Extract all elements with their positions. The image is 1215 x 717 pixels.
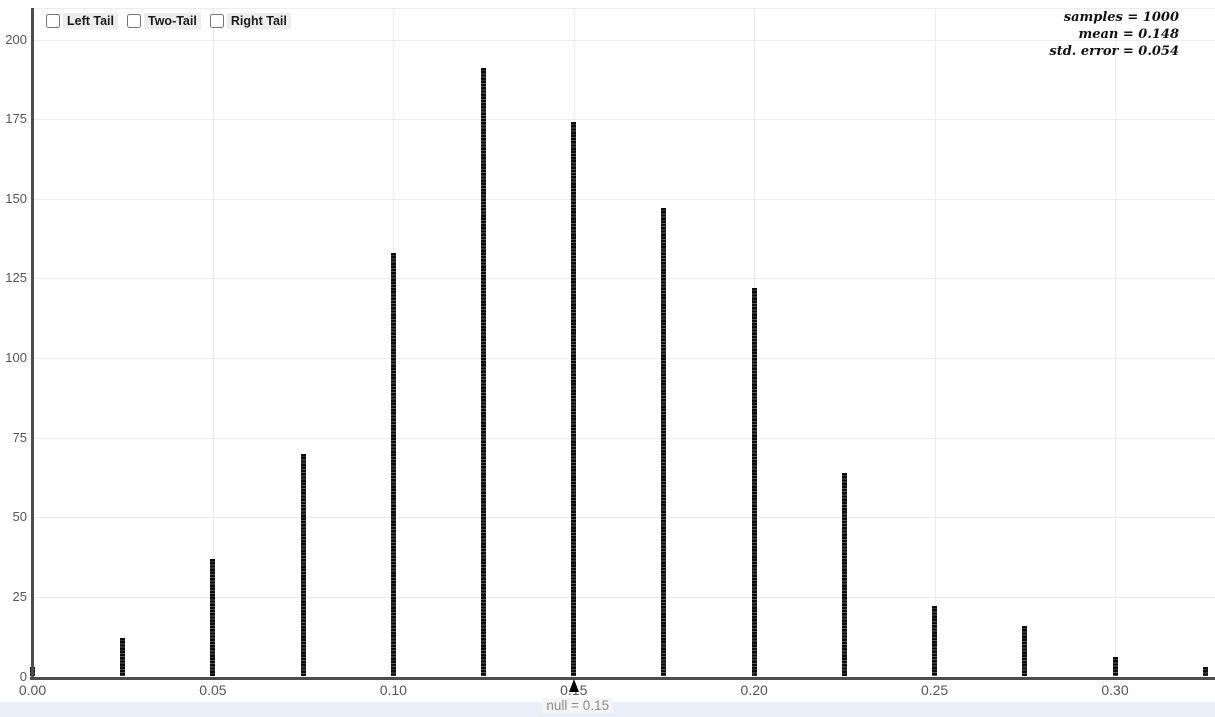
dot-bar-x-0.15 bbox=[571, 122, 577, 677]
dot-bar-x-0.3 bbox=[1112, 657, 1118, 677]
y-axis bbox=[31, 8, 34, 680]
dot-bar-x-0.25 bbox=[932, 606, 938, 677]
dot-bar-x-0.05 bbox=[210, 558, 216, 677]
dot-bar-x-0.1 bbox=[390, 252, 396, 677]
y-tick-label-175: 175 bbox=[5, 111, 27, 127]
tail-controls: Left Tail Two-Tail Right Tail bbox=[46, 13, 291, 29]
dot-bar-x-0.225 bbox=[841, 472, 847, 677]
y-tick-label-125: 125 bbox=[5, 270, 27, 286]
y-tick-label-200: 200 bbox=[5, 31, 27, 47]
y-tick-label-50: 50 bbox=[12, 509, 27, 525]
two-tail-toggle[interactable]: Two-Tail bbox=[127, 13, 201, 29]
gridline-y-25 bbox=[32, 596, 1215, 598]
x-tick-label-0.10: 0.10 bbox=[379, 682, 407, 698]
plot-top-border bbox=[32, 8, 1215, 9]
null-value-label: null = 0.15 bbox=[542, 698, 614, 713]
x-tick-label-0.05: 0.05 bbox=[199, 682, 227, 698]
gridline-y-50 bbox=[32, 517, 1215, 519]
dot-bar-x-0.025 bbox=[120, 638, 126, 677]
gridline-x-0.05 bbox=[212, 8, 214, 677]
gridline-y-100 bbox=[32, 358, 1215, 359]
dot-bar-x-0.275 bbox=[1022, 625, 1028, 677]
y-tick-label-0: 0 bbox=[19, 668, 27, 684]
x-tick-label-0.25: 0.25 bbox=[920, 682, 949, 698]
dot-bar-x-0.125 bbox=[481, 68, 487, 677]
x-tick-label-0.30: 0.30 bbox=[1101, 682, 1129, 698]
samples-stat: samples = 1000 bbox=[1063, 10, 1179, 25]
y-tick-label-75: 75 bbox=[12, 429, 27, 445]
null-value-marker-icon bbox=[568, 678, 579, 692]
y-tick-label-25: 25 bbox=[12, 588, 27, 604]
left-tail-label: Left Tail bbox=[63, 13, 118, 29]
gridline-y-125 bbox=[32, 278, 1215, 280]
gridline-y-150 bbox=[32, 198, 1215, 200]
y-tick-label-100: 100 bbox=[5, 350, 27, 365]
gridline-y-175 bbox=[32, 119, 1215, 121]
y-tick-label-150: 150 bbox=[5, 190, 27, 206]
mean-stat: mean = 0.148 bbox=[1078, 27, 1179, 42]
left-tail-checkbox[interactable] bbox=[46, 14, 60, 28]
right-tail-label: Right Tail bbox=[226, 13, 291, 29]
dot-bar-x-0.325 bbox=[1202, 666, 1208, 677]
gridline-x-0.3 bbox=[1115, 8, 1116, 677]
dot-bar-x-0.075 bbox=[300, 453, 306, 677]
gridline-y-200 bbox=[32, 39, 1215, 41]
dot-bar-x-0.175 bbox=[661, 208, 667, 677]
gridline-y-75 bbox=[32, 437, 1215, 439]
two-tail-label: Two-Tail bbox=[144, 13, 201, 29]
left-tail-toggle[interactable]: Left Tail bbox=[46, 13, 118, 29]
two-tail-checkbox[interactable] bbox=[127, 14, 141, 28]
null-value-label-wrap: null = 0.15 bbox=[498, 698, 658, 713]
x-tick-label-0.20: 0.20 bbox=[740, 682, 768, 698]
x-axis bbox=[29, 676, 1215, 680]
stats-panel: samples = 1000 mean = 0.148 std. error =… bbox=[1049, 9, 1179, 60]
x-tick-label-0.00: 0.00 bbox=[18, 682, 47, 698]
std-error-stat: std. error = 0.054 bbox=[1049, 44, 1179, 59]
right-tail-checkbox[interactable] bbox=[209, 14, 224, 28]
right-tail-toggle[interactable]: Right Tail bbox=[209, 13, 291, 29]
gridline-x-0.25 bbox=[934, 8, 936, 677]
dot-bar-x-0.2 bbox=[751, 287, 757, 677]
